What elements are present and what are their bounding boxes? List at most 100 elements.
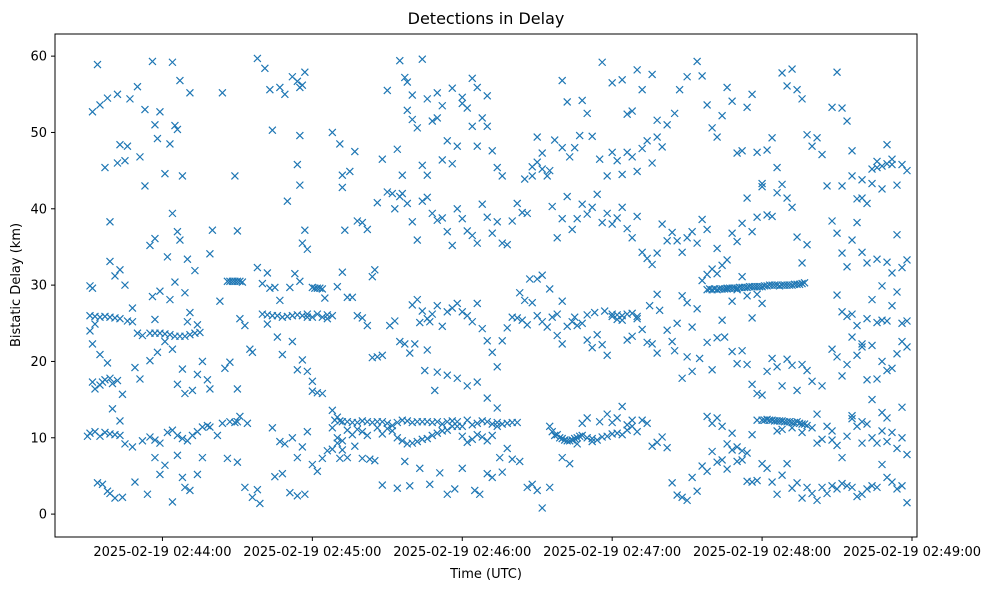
data-point xyxy=(91,320,99,328)
data-point xyxy=(488,473,497,482)
data-point xyxy=(658,433,667,441)
data-point xyxy=(638,416,647,425)
data-point xyxy=(108,379,117,388)
data-point xyxy=(178,365,187,374)
data-point xyxy=(458,214,467,223)
data-point xyxy=(141,181,149,190)
data-point xyxy=(638,325,647,334)
data-point xyxy=(773,188,782,197)
data-point xyxy=(88,339,97,348)
data-point xyxy=(293,160,302,169)
data-point xyxy=(463,311,472,320)
data-point xyxy=(131,363,139,372)
data-point xyxy=(498,468,507,477)
data-point xyxy=(223,454,232,463)
data-point xyxy=(718,455,727,464)
data-point xyxy=(113,376,122,385)
data-point xyxy=(538,149,547,157)
data-point xyxy=(163,428,172,437)
data-point xyxy=(220,364,229,373)
data-point xyxy=(113,90,122,99)
data-point xyxy=(96,432,104,441)
data-point xyxy=(156,287,164,296)
data-point xyxy=(678,248,687,257)
data-point xyxy=(96,101,104,109)
data-point xyxy=(733,359,742,368)
data-point xyxy=(643,338,652,347)
data-point xyxy=(290,269,299,278)
data-point xyxy=(328,311,337,320)
data-point xyxy=(253,54,262,63)
data-point xyxy=(545,285,554,293)
data-point xyxy=(138,331,147,340)
data-point xyxy=(538,271,547,280)
data-point xyxy=(395,56,404,65)
data-point xyxy=(753,389,762,398)
data-point xyxy=(663,443,672,452)
y-tick-label: 50 xyxy=(30,126,47,141)
data-point xyxy=(423,193,432,202)
data-point xyxy=(863,420,871,428)
data-point xyxy=(858,175,866,184)
data-point xyxy=(280,439,289,448)
data-point xyxy=(183,255,192,264)
data-point xyxy=(843,262,851,271)
data-point xyxy=(883,317,891,325)
data-point xyxy=(903,498,911,507)
data-point xyxy=(548,202,557,211)
data-point xyxy=(863,314,871,323)
data-point xyxy=(378,417,387,426)
data-point xyxy=(888,268,896,277)
data-point xyxy=(595,417,604,426)
data-point xyxy=(848,333,856,341)
data-point xyxy=(488,146,497,155)
data-point xyxy=(138,436,147,445)
y-axis-title: Bistatic Delay (km) xyxy=(9,223,24,347)
data-point xyxy=(723,465,732,473)
data-point xyxy=(545,166,554,175)
data-point xyxy=(106,374,114,383)
data-point xyxy=(608,312,617,321)
data-point xyxy=(243,419,252,428)
data-point xyxy=(143,490,152,499)
data-point xyxy=(128,317,137,326)
data-point xyxy=(848,414,856,423)
data-point xyxy=(603,351,612,360)
data-point xyxy=(393,484,402,493)
data-point xyxy=(433,301,442,310)
data-point xyxy=(570,434,579,443)
data-point xyxy=(703,338,712,347)
data-point xyxy=(435,468,444,477)
data-point xyxy=(235,314,244,323)
data-point xyxy=(583,414,592,422)
data-point xyxy=(298,311,307,320)
data-point xyxy=(171,278,179,286)
data-point xyxy=(368,272,377,281)
data-point xyxy=(798,279,806,288)
data-point xyxy=(383,424,392,433)
data-point xyxy=(318,313,327,322)
data-point xyxy=(483,336,492,345)
data-point xyxy=(788,423,796,432)
data-point xyxy=(488,420,497,428)
data-point xyxy=(338,436,347,445)
data-point xyxy=(458,464,467,473)
data-point xyxy=(215,297,224,306)
data-point xyxy=(783,459,791,468)
data-point xyxy=(868,481,876,490)
data-point xyxy=(166,330,174,339)
data-point xyxy=(410,339,419,348)
data-point xyxy=(573,439,582,448)
data-point xyxy=(248,493,257,502)
data-point xyxy=(113,159,122,167)
data-point xyxy=(91,384,99,393)
data-point xyxy=(403,199,412,208)
data-point xyxy=(335,454,344,463)
data-point xyxy=(116,431,124,440)
data-point xyxy=(678,493,687,502)
data-point xyxy=(668,337,677,346)
data-point xyxy=(643,419,652,428)
data-point xyxy=(828,481,836,490)
data-point xyxy=(798,259,806,267)
data-point xyxy=(603,410,612,419)
